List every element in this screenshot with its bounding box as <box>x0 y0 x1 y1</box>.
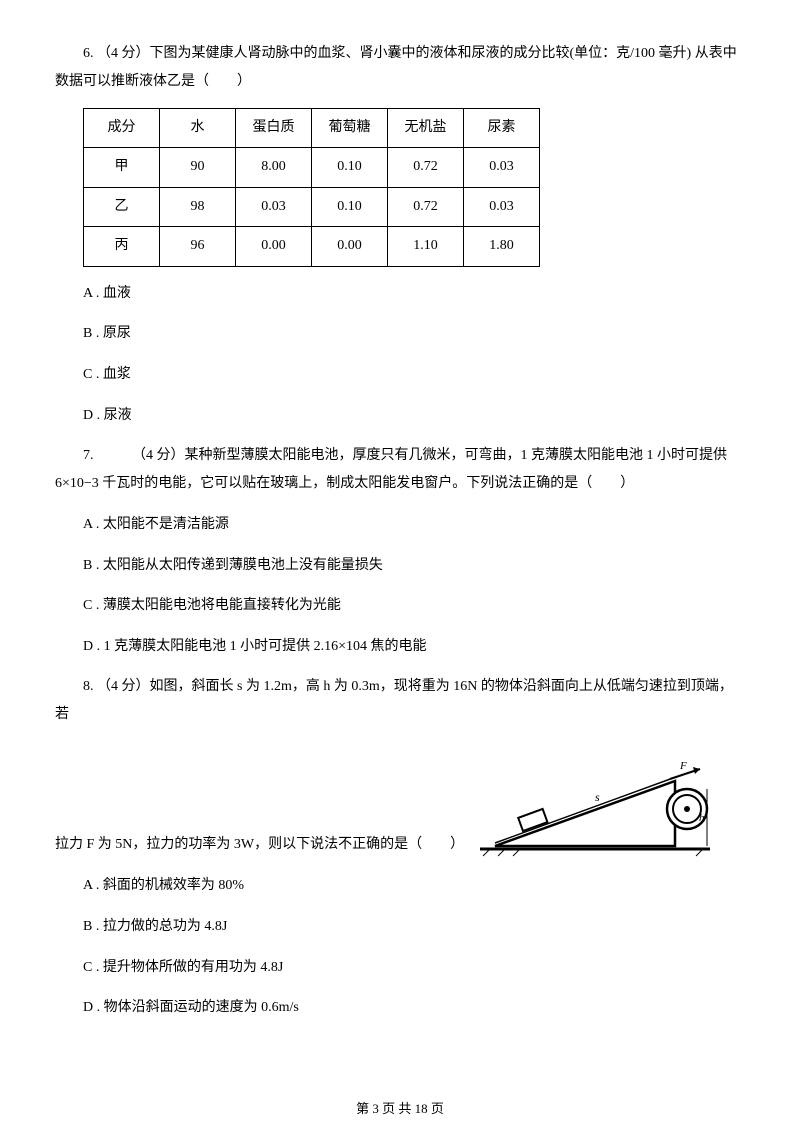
q8-option-a: A . 斜面的机械效率为 80% <box>55 871 745 902</box>
td: 0.03 <box>236 187 312 226</box>
q8-option-c: C . 提升物体所做的有用功为 4.8J <box>55 953 745 984</box>
q6-option-a: A . 血液 <box>55 279 745 310</box>
th: 水 <box>160 109 236 148</box>
incline-diagram-icon: s F h <box>475 761 715 861</box>
td: 8.00 <box>236 148 312 187</box>
page-footer: 第 3 页 共 18 页 <box>0 1099 800 1120</box>
q7-text: 7. （4 分）某种新型薄膜太阳能电池，厚度只有几微米，可弯曲，1 克薄膜太阳能… <box>55 442 745 498</box>
th: 蛋白质 <box>236 109 312 148</box>
td: 0.03 <box>464 148 540 187</box>
table-row: 丙 96 0.00 0.00 1.10 1.80 <box>84 227 540 266</box>
svg-text:F: F <box>679 761 687 772</box>
q6-option-d: D . 尿液 <box>55 401 745 432</box>
td: 0.72 <box>388 187 464 226</box>
q8-option-b: B . 拉力做的总功为 4.8J <box>55 912 745 943</box>
td: 0.03 <box>464 187 540 226</box>
th: 葡萄糖 <box>312 109 388 148</box>
svg-text:s: s <box>595 790 600 804</box>
q8-option-d: D . 物体沿斜面运动的速度为 0.6m/s <box>55 993 745 1024</box>
td: 0.10 <box>312 148 388 187</box>
td: 0.00 <box>312 227 388 266</box>
q8-text-a: 8. （4 分）如图，斜面长 s 为 1.2m，高 h 为 0.3m，现将重为 … <box>55 673 745 729</box>
svg-text:h: h <box>699 812 705 824</box>
q7-option-a: A . 太阳能不是清洁能源 <box>55 510 745 541</box>
td: 1.10 <box>388 227 464 266</box>
td: 0.72 <box>388 148 464 187</box>
th: 无机盐 <box>388 109 464 148</box>
q6-text: 6. （4 分）下图为某健康人肾动脉中的血浆、肾小囊中的液体和尿液的成分比较(单… <box>55 40 745 96</box>
q7-option-c: C . 薄膜太阳能电池将电能直接转化为光能 <box>55 591 745 622</box>
q6-table: 成分 水 蛋白质 葡萄糖 无机盐 尿素 甲 90 8.00 0.10 0.72 … <box>83 108 540 267</box>
table-row: 乙 98 0.03 0.10 0.72 0.03 <box>84 187 540 226</box>
td: 0.10 <box>312 187 388 226</box>
td: 1.80 <box>464 227 540 266</box>
table-row: 甲 90 8.00 0.10 0.72 0.03 <box>84 148 540 187</box>
table-header-row: 成分 水 蛋白质 葡萄糖 无机盐 尿素 <box>84 109 540 148</box>
q7-option-d: D . 1 克薄膜太阳能电池 1 小时可提供 2.16×104 焦的电能 <box>55 632 745 663</box>
th: 尿素 <box>464 109 540 148</box>
td: 96 <box>160 227 236 266</box>
q7-option-b: B . 太阳能从太阳传递到薄膜电池上没有能量损失 <box>55 551 745 582</box>
q6-option-c: C . 血浆 <box>55 360 745 391</box>
q6-option-b: B . 原尿 <box>55 319 745 350</box>
td: 甲 <box>84 148 160 187</box>
th: 成分 <box>84 109 160 148</box>
td: 丙 <box>84 227 160 266</box>
td: 90 <box>160 148 236 187</box>
td: 98 <box>160 187 236 226</box>
td: 乙 <box>84 187 160 226</box>
td: 0.00 <box>236 227 312 266</box>
